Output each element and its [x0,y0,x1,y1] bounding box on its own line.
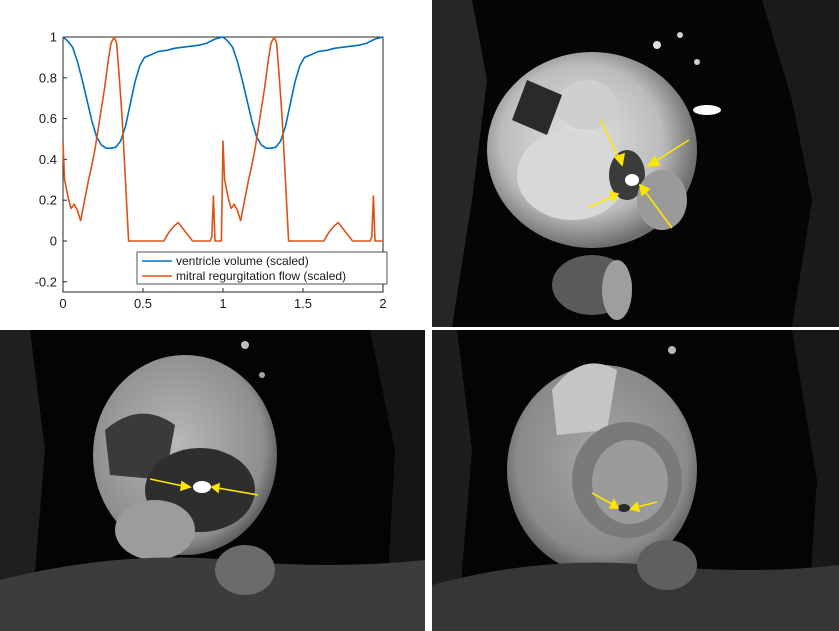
y-tick-label: 0.8 [39,70,57,85]
series-line-ventricle-volume [62,36,384,149]
arrowhead-icon [608,498,620,509]
y-tick-label: 0.4 [39,152,57,167]
arrow-group-top-right [586,119,690,229]
atrium-shape [637,170,687,230]
heart-chamber-shape [517,130,627,220]
vessel-dot-shape [653,41,661,49]
chart-svg: 0 0.5 1 1.5 210.80.60.40.20-0.2 ventricle vo… [35,30,388,311]
arrow-icon [217,487,259,496]
arrowhead-icon [646,155,661,167]
arrow-icon [636,501,658,508]
x-tick-label: 1.5 [294,296,312,311]
arrow-icon [643,189,673,229]
vessel-shape [602,260,632,320]
chest-wall-shape [370,330,425,631]
arrowhead-icon [638,183,651,197]
vessel-bright-shape [693,105,721,115]
vessel-dot-shape [259,372,265,378]
chest-wall-shape [432,0,487,327]
mri-top-right-svg [432,0,839,327]
y-tick-label: 0 [50,234,57,249]
arrow-icon [653,139,690,163]
heart-chamber-shape [557,80,617,130]
arrowhead-icon [629,501,641,513]
line-chart: 0 0.5 1 1.5 2 1 0.8 0.6 0.4 0.2 0 -0.2 ventricle vo… [0,0,425,325]
arrow-group-bottom-left [149,478,259,496]
mri-image-bottom-left [0,330,425,631]
lower-organ-shape [215,545,275,595]
chest-wall-shape [762,0,839,327]
arrowhead-icon [608,190,620,203]
dark-structure-shape [512,80,562,135]
chest-wall-shape [432,330,472,631]
lower-organ-shape [637,540,697,590]
mri-bottom-right-svg [432,330,839,631]
arrow-icon [586,196,613,209]
legend: ventricle volume (scaled) mitral regurgi… [136,251,388,285]
legend-label-ventricle-volume: ventricle volume (scaled) [176,254,309,268]
ventricle-wall-shape [115,500,195,560]
dark-structure-shape [618,504,630,512]
mri-bottom-left-svg [0,330,425,631]
ventricle-cavity-shape [592,440,668,524]
x-tick-label: 0.5 [134,296,152,311]
lower-body-shape [432,562,839,631]
vessel-dot-shape [241,341,249,349]
x-tick-label: 0 [59,296,66,311]
arrow-icon [591,492,613,505]
outflow-tract-shape [552,363,617,435]
arrowhead-icon [613,152,626,167]
arrowhead-icon [210,482,220,494]
lower-body-shape [0,557,425,631]
legend-label-mitral-regurgitation: mitral regurgitation flow (scaled) [176,269,346,283]
jet-spot-shape [193,481,211,493]
y-tick-label: 1 [50,30,57,45]
x-tick-label: 1 [219,296,226,311]
chest-wall-shape [0,330,45,631]
jet-spot-shape [625,174,639,186]
arrow-group-bottom-right [591,492,658,513]
y-tick-label: 0.2 [39,193,57,208]
chest-wall-shape [792,330,839,631]
legend-box [136,251,388,285]
dark-structure-shape [609,150,645,200]
vessel-dot-shape [694,59,700,65]
series-line-mitral-regurgitation [62,36,383,242]
mri-image-bottom-right [432,330,839,631]
vessel-dot-shape [668,346,676,354]
arrow-icon [149,478,184,487]
x-tick-label: 2 [379,296,386,311]
arrow-icon [599,119,621,161]
mri-image-top-right [432,0,839,327]
vessel-dot-shape [677,32,683,38]
arrowhead-icon [180,480,192,492]
y-tick-label: -0.2 [35,274,57,289]
y-tick-label: 0.6 [39,111,57,126]
